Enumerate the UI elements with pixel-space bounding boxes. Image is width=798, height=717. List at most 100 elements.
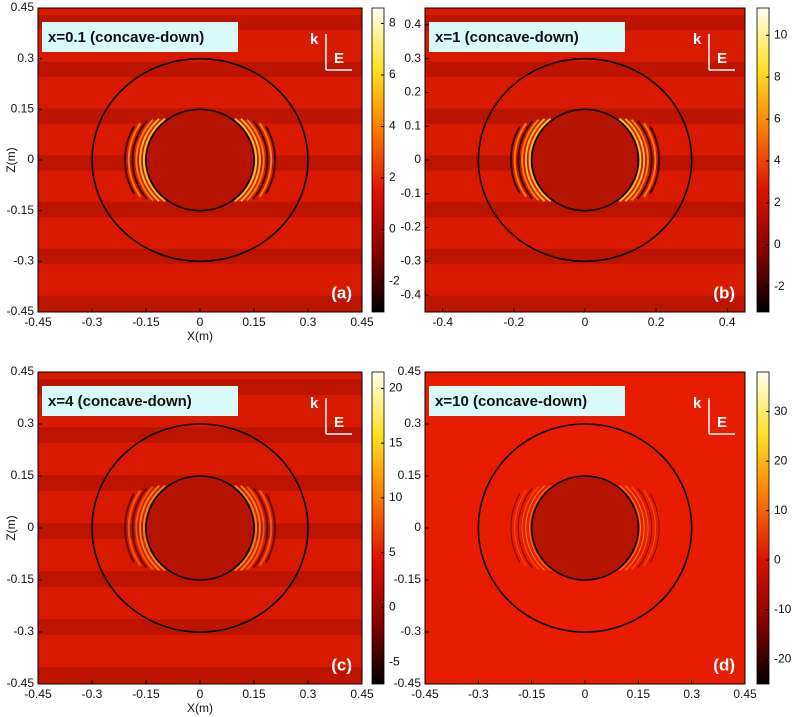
panel-label: (a) bbox=[331, 283, 352, 302]
colorbar-tick-label: 6 bbox=[389, 67, 396, 81]
hot-spot bbox=[258, 122, 273, 198]
y-tick-label: 0.3 bbox=[17, 51, 34, 65]
x-tick-label: 0.3 bbox=[300, 687, 317, 701]
hot-spot bbox=[252, 487, 269, 569]
annotation: k bbox=[693, 31, 702, 48]
field-band bbox=[38, 295, 362, 311]
panel-label: (b) bbox=[713, 283, 735, 302]
title-box bbox=[429, 386, 625, 416]
colorbar-tick-label: 10 bbox=[774, 27, 788, 41]
y-tick-label: 0.45 bbox=[398, 364, 422, 378]
y-tick-label: 0.4 bbox=[404, 17, 421, 31]
y-tick-label: 0.3 bbox=[17, 416, 34, 430]
colorbar-tick-label: 0 bbox=[389, 600, 396, 614]
hot-spot bbox=[649, 125, 661, 195]
hot-spot bbox=[135, 485, 154, 571]
x-tick-label: -0.4 bbox=[432, 315, 453, 329]
panel-title: x=4 (concave-down) bbox=[48, 393, 192, 410]
y-tick-label: 0.3 bbox=[404, 416, 421, 430]
x-tick-label: -0.45 bbox=[411, 687, 439, 701]
hot-spot bbox=[124, 492, 135, 564]
circle-boundary bbox=[477, 57, 693, 263]
colorbar-tick-label: -5 bbox=[389, 654, 400, 668]
hot-spot bbox=[529, 485, 551, 571]
annotation: E bbox=[334, 414, 344, 431]
colorbar-tick-label: 4 bbox=[774, 153, 781, 167]
y-tick-label: 0.45 bbox=[11, 0, 35, 14]
x-tick-label: 0.3 bbox=[683, 687, 700, 701]
hot-spot bbox=[124, 125, 135, 195]
y-tick-label: 0.2 bbox=[404, 85, 421, 99]
colorbar bbox=[371, 371, 385, 685]
annotation: E bbox=[334, 50, 344, 67]
x-tick-label: 0.2 bbox=[648, 315, 665, 329]
colorbar-tick-label: 4 bbox=[389, 119, 396, 133]
y-tick-label: 0.45 bbox=[11, 364, 35, 378]
annotation: k bbox=[693, 395, 702, 412]
hot-spot bbox=[127, 489, 142, 567]
colorbar-tick-label: 20 bbox=[774, 453, 788, 467]
colorbar-tick-label: 0 bbox=[774, 237, 781, 251]
colorbar-tick-label: 6 bbox=[774, 111, 781, 125]
field bbox=[425, 372, 745, 684]
colorbar-tick-label: 0 bbox=[774, 552, 781, 566]
field-band bbox=[38, 248, 362, 265]
x-tick-label: 0 bbox=[582, 687, 589, 701]
hot-spot bbox=[513, 122, 527, 198]
hot-spot bbox=[509, 125, 521, 195]
colorbar-tick-label: 0 bbox=[389, 222, 396, 236]
y-tick-label: -0.2 bbox=[400, 220, 421, 234]
x-tick-label: -0.45 bbox=[24, 315, 52, 329]
scatterer bbox=[146, 476, 254, 580]
hot-spot bbox=[131, 120, 148, 200]
hot-spot bbox=[625, 485, 645, 571]
y-tick-label: 0.15 bbox=[398, 468, 422, 482]
field bbox=[425, 8, 745, 312]
colorbar-tick-label: 8 bbox=[774, 69, 781, 83]
title-box bbox=[429, 22, 625, 52]
scatterer bbox=[531, 476, 639, 580]
panel-label: (c) bbox=[331, 655, 352, 674]
x-tick-label: 0 bbox=[197, 315, 204, 329]
y-tick-label: -0.3 bbox=[400, 254, 421, 268]
x-tick-label: -0.3 bbox=[82, 687, 103, 701]
hot-spot bbox=[618, 117, 642, 203]
hot-spot bbox=[135, 118, 154, 202]
colorbar-tick-label: -2 bbox=[389, 273, 400, 287]
hot-spot bbox=[524, 118, 546, 202]
y-tick-label: 0.15 bbox=[11, 468, 35, 482]
y-tick-label: -0.45 bbox=[394, 676, 422, 690]
hot-spot bbox=[643, 490, 656, 566]
colorbar bbox=[756, 7, 770, 313]
hot-spot bbox=[528, 117, 552, 203]
y-tick-label: -0.45 bbox=[7, 676, 35, 690]
hot-spot bbox=[637, 487, 653, 569]
annotation: k bbox=[310, 31, 319, 48]
hot-spot bbox=[246, 485, 265, 571]
hot-spot bbox=[514, 490, 527, 566]
x-tick-label: 0.45 bbox=[350, 687, 374, 701]
field bbox=[38, 8, 362, 312]
colorbar-tick-label: -10 bbox=[774, 602, 792, 616]
field-band bbox=[38, 619, 362, 635]
y-tick-label: -0.3 bbox=[13, 254, 34, 268]
hot-spot bbox=[525, 485, 545, 571]
y-axis-label: Z(m) bbox=[4, 515, 18, 540]
x-tick-label: -0.2 bbox=[504, 315, 525, 329]
hot-spot bbox=[265, 492, 276, 564]
colorbar-tick-label: 2 bbox=[774, 195, 781, 209]
colorbar-tick-label: 2 bbox=[389, 170, 396, 184]
circle-boundary bbox=[145, 475, 255, 581]
hot-spot bbox=[246, 118, 265, 202]
y-tick-label: 0.3 bbox=[404, 51, 421, 65]
hot-spot bbox=[624, 118, 646, 202]
y-tick-label: -0.1 bbox=[400, 186, 421, 200]
y-tick-label: -0.3 bbox=[13, 624, 34, 638]
colorbar-tick-label: -2 bbox=[774, 279, 785, 293]
hot-spot bbox=[234, 117, 258, 203]
colorbar bbox=[371, 7, 385, 313]
circle-boundary bbox=[530, 108, 640, 212]
colorbar-tick-label: 10 bbox=[774, 503, 788, 517]
y-tick-label: 0 bbox=[27, 520, 34, 534]
y-axis-label: Z(m) bbox=[4, 147, 18, 172]
